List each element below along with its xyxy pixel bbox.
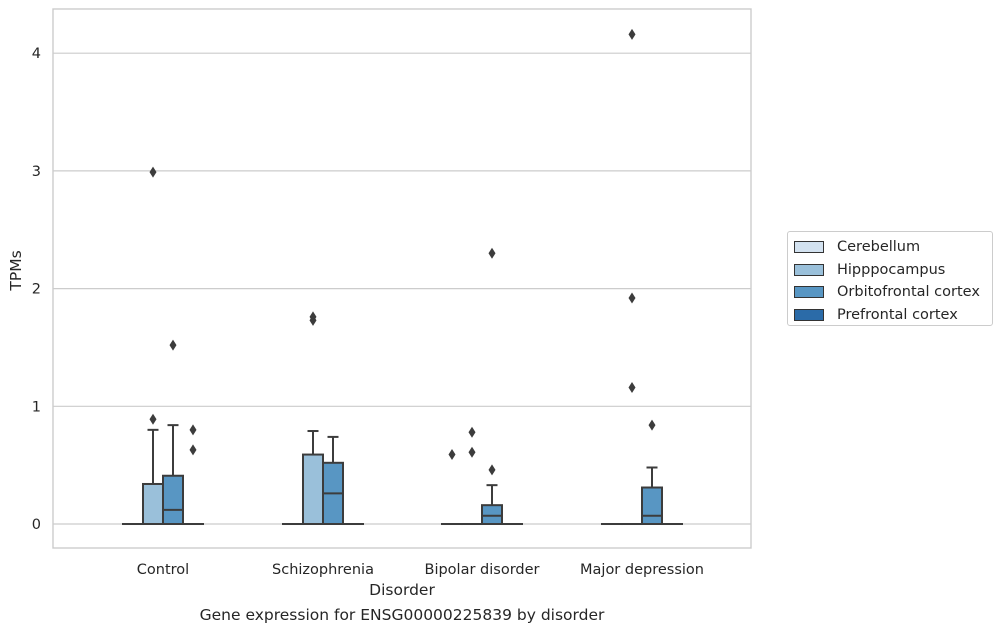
box-2-1 [322, 435, 344, 525]
box-1-1 [302, 311, 324, 526]
outlier-point [628, 28, 636, 40]
x-tick-label: Schizophrenia [272, 562, 374, 578]
outlier-point [169, 339, 177, 351]
outlier-point [648, 419, 656, 431]
outlier-point [149, 166, 157, 178]
outlier-point [468, 446, 476, 458]
y-axis-label: TPMs [7, 250, 25, 291]
legend-label: Hipppocampus [837, 261, 946, 278]
outlier-point [189, 444, 197, 456]
box-0-2 [441, 449, 463, 526]
outlier-point [149, 413, 157, 425]
legend[interactable]: Cerebellum Hipppocampus Orbitofrontal co… [787, 231, 993, 326]
x-tick-label: Control [137, 562, 189, 578]
outlier-point [448, 449, 456, 461]
chart-caption: Gene expression for ENSG00000225839 by d… [199, 606, 605, 624]
box [142, 482, 164, 525]
y-tick-label: 2 [32, 282, 41, 298]
legend-label: Orbitofrontal cortex [837, 284, 980, 301]
legend-swatch [794, 286, 824, 299]
box-1-2 [461, 426, 483, 526]
outlier-point [468, 426, 476, 438]
legend-swatch [794, 308, 824, 321]
box-2-3 [641, 419, 663, 525]
plot-frame [52, 8, 752, 549]
legend-label: Prefrontal cortex [837, 306, 958, 323]
legend-swatch [794, 241, 824, 254]
box [162, 474, 184, 526]
box-1-3 [621, 28, 643, 526]
box [302, 453, 324, 526]
box-2-0 [162, 339, 184, 526]
outlier-point [628, 381, 636, 393]
gridlines [53, 52, 751, 525]
outlier-point [189, 424, 197, 436]
legend-item-orbitofrontal-cortex[interactable]: Orbitofrontal cortex [794, 281, 986, 304]
plot-marks [122, 28, 683, 526]
legend-label: Cerebellum [837, 239, 921, 256]
legend-swatch [794, 263, 824, 276]
y-tick-labels: 0 1 2 3 4 [32, 46, 41, 533]
y-tick-label: 3 [32, 164, 41, 180]
x-tick-label: Bipolar disorder [425, 562, 540, 578]
box [641, 486, 663, 525]
y-tick-label: 0 [32, 517, 41, 533]
x-tick-labels: Control Schizophrenia Bipolar disorder Majo… [137, 562, 704, 578]
y-tick-label: 1 [32, 399, 41, 415]
x-axis-label: Disorder [369, 581, 435, 599]
outlier-point [488, 464, 496, 476]
x-tick-label: Major depression [580, 562, 704, 578]
box-2-2 [481, 247, 503, 525]
legend-item-prefrontal-cortex[interactable]: Prefrontal cortex [794, 304, 986, 327]
box-1-0 [142, 166, 164, 525]
box [481, 504, 503, 525]
outlier-point [628, 292, 636, 304]
y-tick-label: 4 [32, 46, 41, 62]
outlier-point [309, 311, 317, 323]
outlier-point [488, 247, 496, 259]
legend-item-cerebellum[interactable]: Cerebellum [794, 236, 986, 259]
legend-item-hippocampus[interactable]: Hipppocampus [794, 259, 986, 282]
box-3-0 [182, 424, 204, 526]
